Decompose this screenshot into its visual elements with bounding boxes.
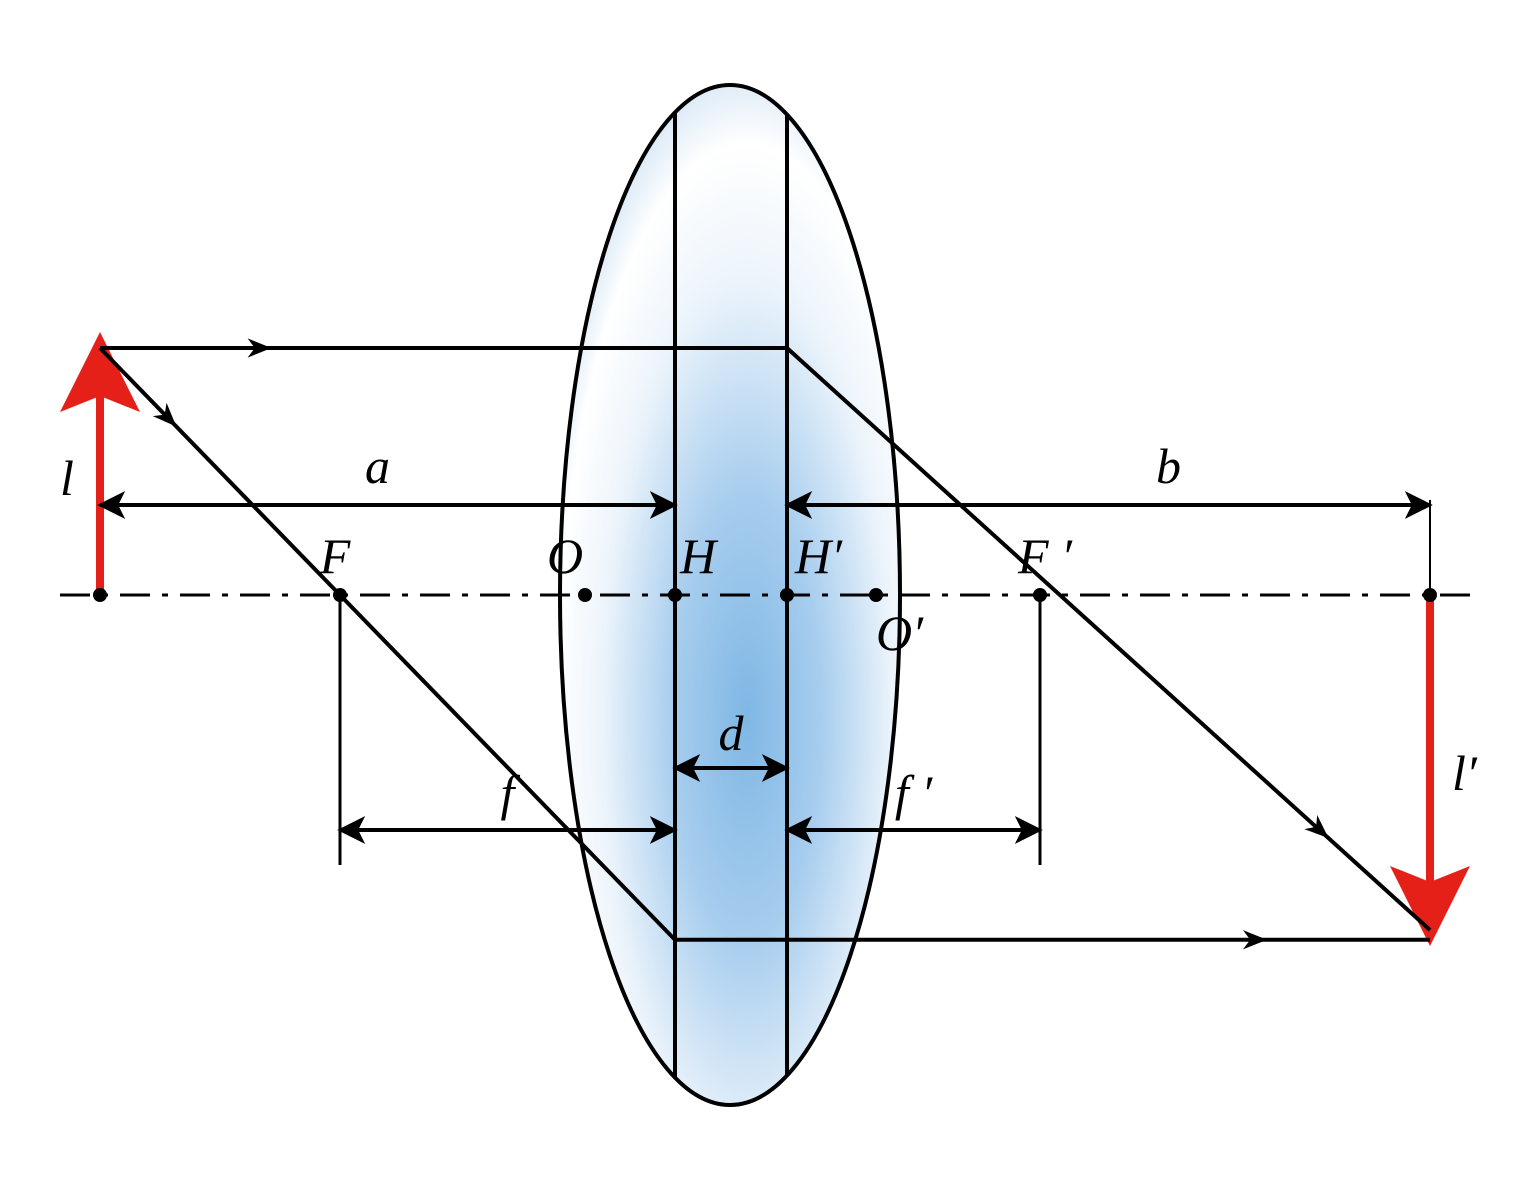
label-b: b (1156, 438, 1181, 494)
label-f: f (501, 765, 521, 821)
label-lprime: l′ (1452, 745, 1478, 801)
label-F: F (319, 528, 351, 584)
label-Fprime: F ′ (1017, 528, 1073, 584)
label-fprime: f ′ (895, 765, 933, 821)
label-H: H (679, 528, 719, 584)
label-Oprime: O′ (876, 605, 924, 661)
label-O: O (547, 528, 583, 584)
label-Hprime: H′ (794, 528, 843, 584)
label-a: a (365, 438, 390, 494)
label-l: l (60, 450, 74, 506)
label-d: d (719, 705, 745, 761)
diagram-layer: l l′ a b d f f ′ F O H H′ O′ F ′ (60, 85, 1480, 1105)
thick-lens-diagram: l l′ a b d f f ′ F O H H′ O′ F ′ (0, 0, 1540, 1190)
